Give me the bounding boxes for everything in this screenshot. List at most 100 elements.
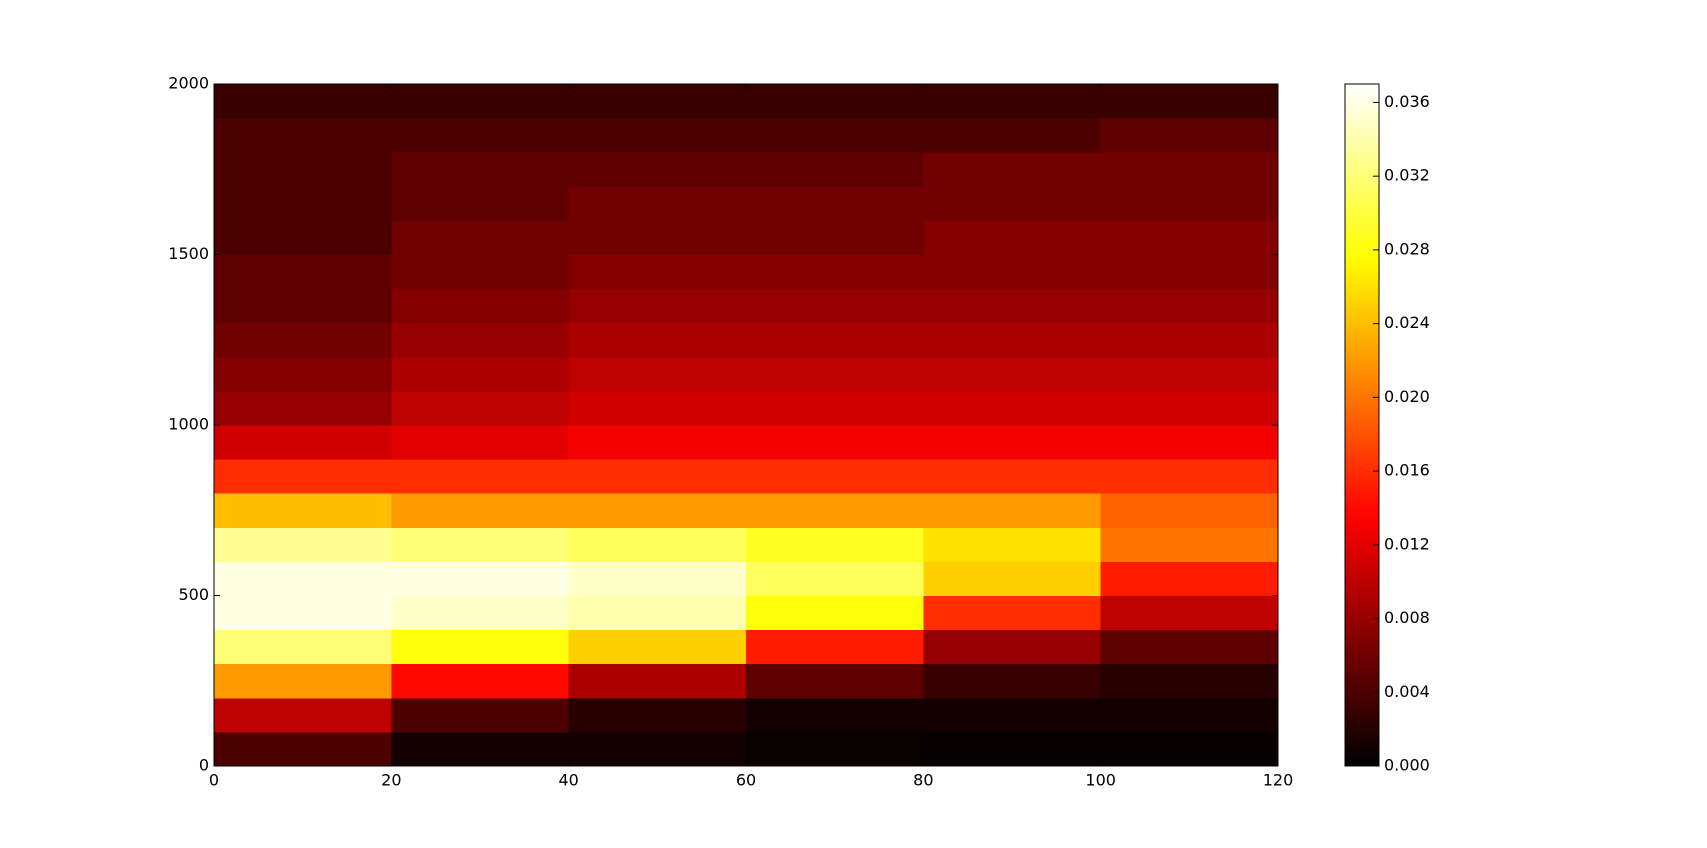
heat-cell (746, 629, 924, 665)
colorbar-tick-label: 0.024 (1384, 313, 1430, 332)
heat-cell (746, 663, 924, 699)
heat-cell (391, 527, 570, 562)
heat-cell (568, 186, 747, 221)
heat-cell (746, 288, 924, 324)
colorbar-tick-label: 0.028 (1384, 239, 1430, 258)
heat-cell (1100, 186, 1279, 221)
heat-cell (214, 220, 392, 255)
heat-cell (568, 390, 747, 426)
heat-cell (746, 527, 924, 562)
heat-cell (391, 663, 570, 699)
colorbar-tick-label: 0.020 (1384, 387, 1430, 406)
heat-cell (746, 425, 924, 460)
heat-cell (568, 322, 747, 358)
heat-cell (1100, 697, 1279, 733)
heat-cell (568, 697, 747, 733)
heat-cell (568, 425, 747, 460)
heat-cell (746, 595, 924, 631)
heat-cell (746, 493, 924, 528)
heat-cell (568, 527, 747, 562)
heat-cell (214, 356, 392, 392)
heat-cell (1100, 356, 1279, 392)
colorbar-tick-label: 0.000 (1384, 756, 1430, 775)
heat-cell (923, 561, 1102, 596)
heat-cell (923, 697, 1102, 733)
y-tick-label: 500 (178, 585, 209, 604)
heat-cell (923, 629, 1102, 665)
heat-cell (391, 629, 570, 665)
heat-cell (923, 322, 1102, 358)
heat-cell (568, 118, 747, 153)
heat-cell (923, 459, 1102, 494)
heat-cell (1100, 493, 1279, 528)
heat-cell (923, 152, 1102, 187)
heat-cell (746, 254, 924, 290)
heat-cell (568, 629, 747, 665)
x-tick-label: 40 (558, 771, 578, 790)
heat-cell (1100, 390, 1279, 426)
heat-cell (391, 288, 570, 324)
colorbar-tick-label: 0.032 (1384, 166, 1430, 185)
heat-cell (923, 390, 1102, 426)
heat-cell (214, 731, 392, 767)
heat-cell (214, 288, 392, 324)
colorbar-tick-label: 0.004 (1384, 682, 1430, 701)
heat-cell (391, 220, 570, 255)
heat-cell (1100, 220, 1279, 255)
colorbar-tick-label: 0.008 (1384, 608, 1430, 627)
heat-cell (923, 527, 1102, 562)
heat-cell (391, 356, 570, 392)
heat-cell (923, 220, 1102, 255)
heat-cell (391, 493, 570, 528)
heat-cell (1100, 595, 1279, 631)
heat-cell (391, 595, 570, 631)
x-tick-label: 120 (1263, 771, 1294, 790)
heat-cell (746, 731, 924, 767)
heat-cell (746, 186, 924, 221)
colorbar-tick-label: 0.016 (1384, 461, 1430, 480)
heat-cell (391, 152, 570, 187)
heat-cell (746, 84, 924, 119)
heat-cell (746, 322, 924, 358)
heat-cell (568, 595, 747, 631)
heat-cell (568, 561, 747, 596)
heat-cell (746, 118, 924, 153)
y-tick-label: 0 (199, 756, 209, 775)
heat-cell (1100, 322, 1279, 358)
heat-cell (923, 493, 1102, 528)
heat-cell (214, 425, 392, 460)
heat-cell (1100, 561, 1279, 596)
heat-cell (214, 186, 392, 221)
x-tick-label: 100 (1085, 771, 1116, 790)
heat-cell (391, 425, 570, 460)
x-tick-label: 0 (209, 771, 219, 790)
heat-cell (391, 697, 570, 733)
heat-cell (746, 220, 924, 255)
heat-cell (923, 425, 1102, 460)
heat-cell (214, 390, 392, 426)
heat-cell (1100, 152, 1279, 187)
heat-cell (568, 356, 747, 392)
heat-cell (568, 731, 747, 767)
heat-cell (214, 493, 392, 528)
heat-cell (568, 84, 747, 119)
heat-cell (923, 663, 1102, 699)
x-tick-label: 80 (913, 771, 933, 790)
heat-cell (1100, 254, 1279, 290)
heat-cell (214, 697, 392, 733)
heat-cell (214, 595, 392, 631)
heat-cell (391, 459, 570, 494)
heat-cell (568, 459, 747, 494)
heat-cell (923, 118, 1102, 153)
x-tick-label: 60 (736, 771, 756, 790)
heat-cell (568, 254, 747, 290)
heat-cell (1100, 288, 1279, 324)
heat-cell (1100, 731, 1279, 767)
heat-cell (746, 356, 924, 392)
heat-cell (923, 186, 1102, 221)
heat-cell (923, 288, 1102, 324)
heat-cell (214, 254, 392, 290)
heat-cell (391, 84, 570, 119)
heat-cell (214, 527, 392, 562)
